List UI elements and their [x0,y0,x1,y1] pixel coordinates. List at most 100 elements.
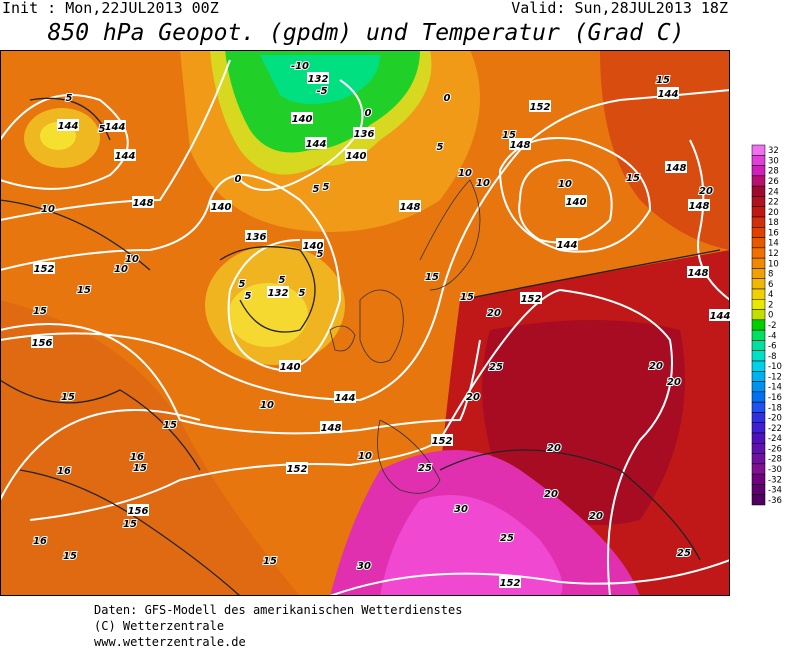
colorbar-label: 20 [768,208,779,218]
colorbar-label: -10 [768,362,782,372]
colorbar-swatch [751,206,766,218]
temperature-label: 15 [656,75,670,86]
geopotential-label: 156 [32,338,53,349]
colorbar-label: -20 [768,414,782,424]
temperature-label: 16 [33,536,47,547]
colorbar-label: -16 [768,393,782,403]
colorbar-swatch [751,247,766,259]
footer-line: Daten: GFS-Modell des amerikanischen Wet… [94,603,462,617]
temperature-label: 15 [502,130,516,141]
colorbar-label: -4 [768,331,776,341]
temperature-label: 5 [99,124,106,135]
colorbar-swatch [751,278,766,290]
map-field [0,50,730,596]
geopotential-label: 144 [306,139,327,150]
init-time: Init : Mon,22JUL2013 00Z [2,0,219,17]
temperature-label: 5 [66,93,73,104]
colorbar-label: -6 [768,342,776,352]
temperature-label: 15 [460,292,474,303]
temperature-label: 25 [418,463,432,474]
geopotential-label: 140 [566,197,587,208]
colorbar-swatch [751,165,766,177]
colorbar-label: -32 [768,475,782,485]
geopotential-label: 152 [34,264,55,275]
temperature-label: -10 [291,61,309,72]
temperature-label: 15 [63,551,77,562]
colorbar-label: -18 [768,403,782,413]
colorbar-swatch [751,494,766,506]
colorbar-swatch [751,412,766,423]
geopotential-label: 132 [268,288,289,299]
temperature-label: 20 [544,489,558,500]
geopotential-label: 144 [658,89,679,100]
label-box [399,200,421,212]
colorbar-swatch [751,268,766,279]
label-box [529,100,551,112]
label-box [665,161,687,173]
geopotential-label: 148 [400,202,421,213]
geopotential-label: 148 [321,423,342,434]
geopotential-label: 152 [432,436,453,447]
colorbar-label: -12 [768,372,782,382]
geopotential-label: 136 [246,232,267,243]
colorbar-swatch [751,175,766,187]
colorbar-swatch [751,257,766,269]
temperature-label: 20 [649,361,663,372]
colorbar-label: 28 [768,167,779,177]
colorbar-swatch [751,453,766,465]
colorbar-label: 22 [768,198,779,208]
label-box [305,137,327,149]
colorbar-swatch [751,350,766,362]
colorbar-label: 10 [768,259,779,269]
colorbar-label: -34 [768,486,782,496]
colorbar-swatch [751,144,766,156]
colorbar-swatch [751,391,766,403]
geopotential-label: 152 [287,464,308,475]
footer-line: www.wetterzentrale.de [94,635,246,648]
colorbar-swatch [751,288,766,300]
colorbar-label: -2 [768,321,776,331]
temperature-label: 20 [589,511,603,522]
temperature-label: 0 [235,174,242,185]
colorbar-label: 32 [768,146,779,156]
colorbar-swatch [751,360,766,372]
label-box [687,266,709,278]
colorbar-label: 0 [768,311,773,321]
geopotential-label: 140 [211,202,232,213]
temperature-label: 10 [41,204,55,215]
colorbar-swatch [751,473,766,485]
colorbar-label: -28 [768,455,782,465]
temperature-label: 10 [125,254,139,265]
temperature-label: 25 [500,533,514,544]
colorbar-label: -24 [768,434,782,444]
geopotential-label: 136 [354,129,375,140]
colorbar-swatch [751,185,766,197]
temperature-label: 0 [444,93,451,104]
label-box [556,238,578,250]
colorbar-label: -8 [768,352,776,362]
temperature-label: 30 [357,561,371,572]
label-box [57,119,79,131]
geopotential-label: 152 [500,578,521,589]
geopotential-label: 144 [115,151,136,162]
label-box [565,195,587,207]
temperature-label: 20 [487,308,501,319]
label-box [345,149,367,161]
colorbar-swatch [751,155,766,166]
colorbar-swatch [751,381,766,393]
label-box [291,112,313,124]
colorbar-swatch [751,432,766,444]
colorbar-swatch [751,340,766,351]
colorbar-label: -22 [768,424,782,434]
geopotential-label: 156 [128,506,149,517]
label-box [114,149,136,161]
colorbar-label: -26 [768,444,782,454]
colorbar-label: -36 [768,496,782,506]
geopotential-label: 144 [335,393,356,404]
label-box [657,87,679,99]
colorbar-label: 12 [768,249,779,259]
label-box [104,120,126,132]
temperature-label: 5 [299,288,306,299]
temperature-label: 20 [547,443,561,454]
temperature-label: 15 [263,556,277,567]
